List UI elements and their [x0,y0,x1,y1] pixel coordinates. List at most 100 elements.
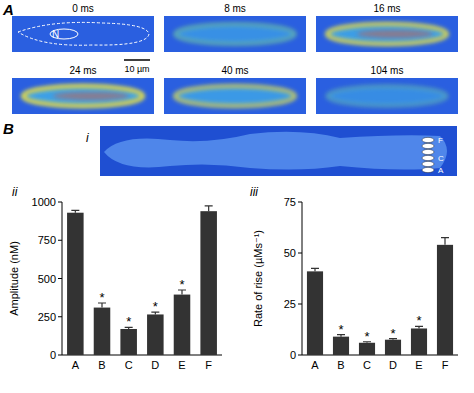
y-tick [298,355,302,356]
y-tick [58,316,62,317]
subpanel-label: iii [250,185,258,199]
y-tick [58,355,62,356]
error-bar [441,238,449,245]
significance-mark: * [99,290,104,305]
bar-chart: iiiRate of rise (µMs⁻¹)0255075ABCDEF**** [250,185,458,371]
figure: A0 msN8 ms16 ms24 ms40 ms104 ms10 µmBiFC… [0,0,474,393]
frame-bg [12,78,154,114]
y-tick-label: 250 [38,311,56,323]
y-axis [302,202,303,355]
significance-mark: * [416,313,421,328]
region-marker [422,149,434,154]
frame-time: 16 ms [373,3,400,14]
bar [67,213,84,355]
x-tick-label: F [442,359,449,371]
subpanel-label: ii [12,185,18,199]
scale-bar [124,59,150,61]
significance-mark: * [390,326,395,341]
image-frame [12,78,154,114]
x-axis [302,355,458,356]
y-tick-label: 500 [38,273,56,285]
y-tick-label: 75 [284,196,296,208]
x-axis [62,355,222,356]
y-tick [58,202,62,203]
image-frame [316,16,458,52]
frame-bg [12,16,154,52]
bar [385,340,401,355]
schematic-bg [100,126,457,176]
bar [437,245,453,355]
y-tick [298,304,302,305]
region-marker [422,161,434,166]
region-label: A [438,166,444,175]
cell-outline [18,22,149,45]
bar [411,328,427,355]
x-tick-label: C [363,359,371,371]
bar [200,211,217,355]
panel-label: B [3,120,14,137]
x-tick-label: D [389,359,397,371]
image-frame [164,16,306,52]
y-tick-label: 0 [290,349,296,361]
significance-mark: * [153,299,158,314]
image-frame: N [12,16,154,52]
x-tick-label: D [151,359,159,371]
region-marker [422,155,434,160]
cell-edge-signal [327,24,447,44]
error-bar [71,210,79,212]
cell-edge-signal [23,86,143,106]
bar [174,295,191,355]
x-tick-label: B [98,359,105,371]
frame-time: 40 ms [221,65,248,76]
nucleus-outline [50,29,78,39]
cell-edge-signal [175,86,295,106]
x-tick-label: E [178,359,185,371]
x-tick-label: F [205,359,212,371]
scale-bar-label: 10 µm [124,64,149,74]
x-tick-label: A [72,359,80,371]
frame-bg [164,16,306,52]
y-axis-label: Rate of rise (µMs⁻¹) [252,230,264,327]
bar [120,329,137,355]
cell-peak [357,30,433,38]
panel-label: A [2,1,14,18]
frame-time: 0 ms [72,3,94,14]
region-label: F [438,136,443,145]
region-label: C [438,154,444,163]
cell-fluorescence [175,86,295,106]
subpanel-label: i [86,131,89,145]
region-marker [422,137,434,142]
significance-mark: * [126,314,131,329]
y-tick-label: 1000 [32,196,56,208]
significance-mark: * [338,322,343,337]
cell-fluorescence [23,86,143,106]
marks [307,238,453,355]
frame-time: 24 ms [69,65,96,76]
x-tick-label: B [337,359,344,371]
bar [359,343,375,355]
error-bar [311,268,319,271]
frame-bg [164,78,306,114]
cell-fluorescence [327,24,447,44]
x-tick-label: A [311,359,319,371]
frame-time: 104 ms [371,65,404,76]
frame-time: 8 ms [224,3,246,14]
y-axis-label: Amplitude (nM) [8,241,20,316]
bar-chart: iiAmplitude (nM)02505007501000ABCDEF**** [8,185,222,371]
image-frame [164,78,306,114]
error-bar [205,206,213,211]
cell-peak [53,92,129,100]
x-tick-label: E [415,359,422,371]
x-tick-label: C [125,359,133,371]
cell-fluorescence [327,86,447,106]
y-axis [62,202,63,355]
significance-mark: * [179,277,184,292]
cell-edge-signal [327,86,447,106]
marks [67,206,217,355]
bar [94,308,111,355]
nucleus-label: N [52,29,59,40]
y-tick [58,278,62,279]
bar [307,271,323,355]
bar [147,314,164,355]
cell-schematic [104,132,447,170]
